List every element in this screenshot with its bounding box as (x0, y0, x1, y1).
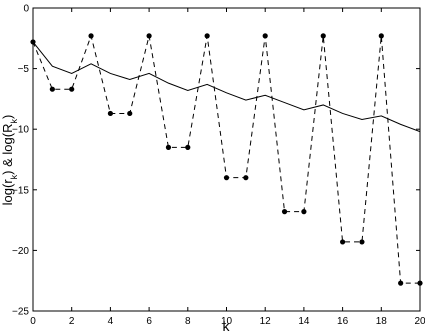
x-tick-label: 20 (414, 316, 425, 327)
point (185, 144, 191, 150)
point (223, 175, 230, 181)
y-axis-label-part: ) & log(R (0, 124, 15, 175)
point (281, 209, 288, 215)
x-tick-label: 6 (146, 316, 152, 327)
x-tick-label: 18 (376, 316, 388, 327)
x-tick-label: 8 (185, 316, 191, 327)
point (69, 86, 75, 92)
point (340, 239, 346, 245)
point (417, 280, 423, 286)
plot-frame (32, 7, 421, 312)
point (262, 33, 268, 39)
point (49, 86, 55, 92)
point (146, 33, 152, 39)
y-tick-label: −20 (12, 246, 29, 257)
y-tick-label: −25 (12, 307, 29, 318)
y-axis-label-part: log(r (0, 179, 15, 206)
x-tick-label: 4 (108, 316, 114, 327)
point (165, 144, 172, 150)
point (107, 110, 113, 117)
point (30, 39, 36, 45)
y-axis-label-part: ) (0, 115, 15, 119)
point (204, 33, 210, 39)
point (88, 33, 94, 39)
x-tick-label: 10 (221, 316, 233, 327)
y-axis-label-part: k (9, 174, 19, 179)
y-axis-label-part: k (9, 119, 19, 124)
point (243, 175, 249, 181)
x-axis-label: k (223, 318, 231, 334)
x-tick-label: 2 (69, 316, 75, 327)
x-tick-label: 14 (298, 316, 310, 327)
series-line (32, 41, 421, 133)
y-tick-label: −15 (12, 185, 29, 196)
y-tick-label: −5 (18, 64, 30, 75)
point (359, 239, 365, 245)
point (320, 33, 326, 39)
x-tick-label: 16 (337, 316, 349, 327)
point (301, 209, 307, 215)
y-axis-label: log(rk) & log(Rk) (0, 115, 19, 206)
point (378, 33, 384, 39)
point (127, 110, 133, 117)
x-tick-label: 12 (260, 316, 272, 327)
x-tick-label: 0 (30, 316, 36, 327)
y-tick-label: 0 (23, 4, 29, 15)
y-tick-label: −10 (12, 125, 29, 136)
point (398, 280, 404, 286)
